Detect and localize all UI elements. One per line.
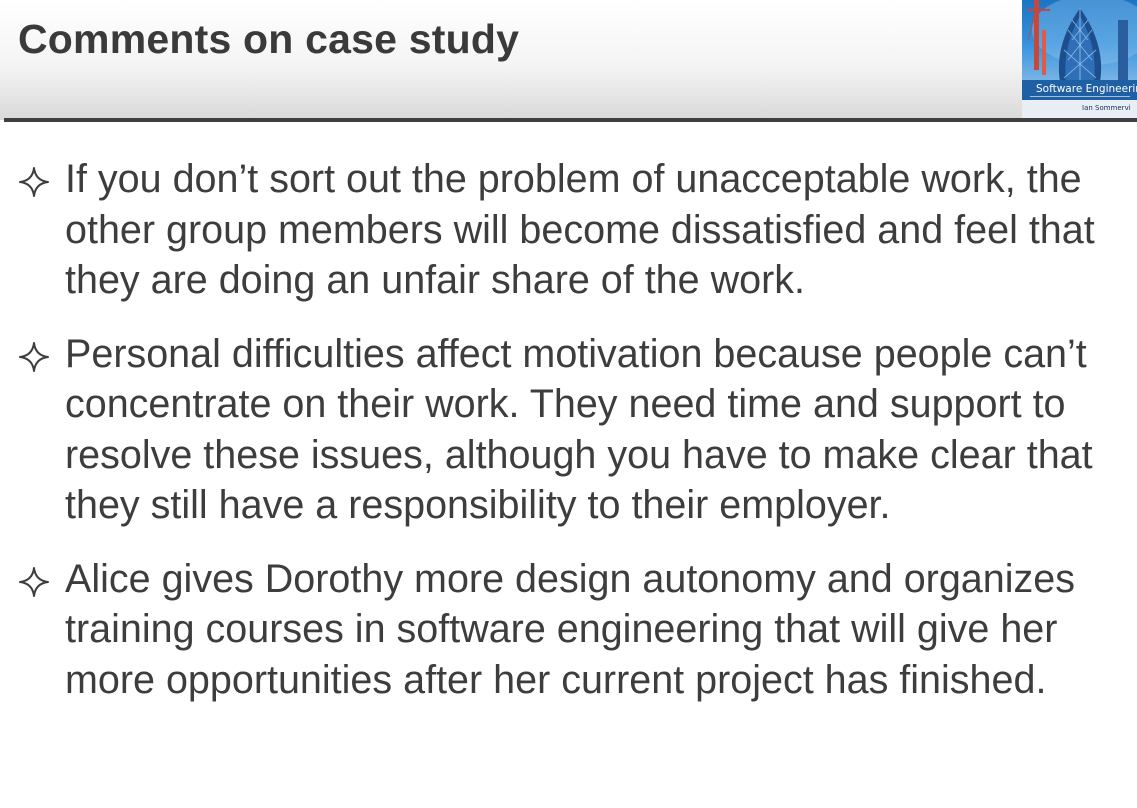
bullet-text: Personal difficulties affect motivation … — [65, 331, 1093, 528]
cover-book-title: Software Engineerin — [1036, 83, 1137, 95]
bullet-item: Personal difficulties affect motivation … — [18, 329, 1128, 531]
bullet-text: If you don’t sort out the problem of una… — [65, 157, 1095, 302]
slide-title: Comments on case study — [18, 16, 520, 62]
bullet-text: Alice gives Dorothy more design autonomy… — [65, 556, 1075, 702]
four-point-star-outline-icon — [19, 566, 49, 597]
four-point-star-outline-icon — [19, 341, 49, 372]
cover-author: Ian Sommervi — [1082, 104, 1131, 112]
bullet-item: If you don’t sort out the problem of una… — [18, 154, 1128, 306]
cover-artwork — [1022, 0, 1137, 120]
header-divider — [4, 118, 1137, 122]
bullet-item: Alice gives Dorothy more design autonomy… — [18, 554, 1128, 706]
four-point-star-outline-icon — [19, 167, 49, 197]
slide-header: Comments on case study — [0, 0, 1137, 120]
book-cover-thumbnail: Software Engineerin Ian Sommervi — [1022, 0, 1137, 120]
bullet-list: If you don’t sort out the problem of una… — [18, 154, 1128, 728]
